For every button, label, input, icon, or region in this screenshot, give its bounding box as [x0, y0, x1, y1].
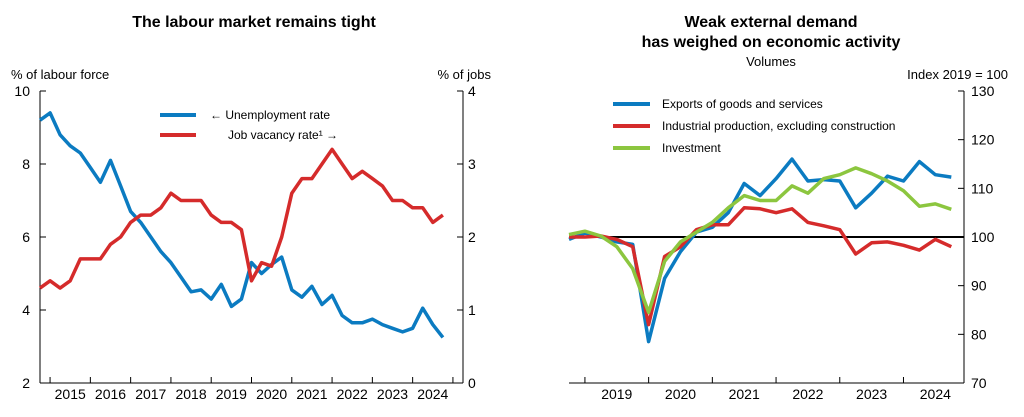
left-chart-x-tick-label: 2020: [256, 386, 287, 402]
right-chart-x-tick-label: 2022: [792, 386, 823, 402]
left-chart-x-tick-label: 2019: [216, 386, 247, 402]
right-chart-subtitle: Volumes: [746, 54, 796, 69]
left-chart-x-tick-label: 2023: [377, 386, 408, 402]
left-chart-x-tick-label: 2024: [417, 386, 448, 402]
right-chart-x-tick-label: 2023: [856, 386, 887, 402]
right-legend-label: Industrial production, excluding constru…: [662, 119, 895, 133]
right-chart-series-line-exports: [568, 157, 952, 344]
right-chart: 130 120 110 100 90 80 70 2019 2020 2021 2022 2023 20…: [568, 83, 995, 402]
left-chart-x-tick-label: 2018: [175, 386, 206, 402]
right-chart-title-line1: Weak external demand: [684, 14, 857, 31]
left-chart-x-tick-label: 2021: [296, 386, 327, 402]
right-legend-label: Investment: [662, 141, 721, 155]
left-chart-series-line-unemployment: [38, 111, 445, 339]
right-chart-title-line2: has weighed on economic activity: [642, 34, 901, 51]
right-chart-axis-label: Index 2019 = 100: [907, 67, 1008, 82]
right-chart-y-tick-label: 120: [971, 132, 995, 148]
right-chart-x-tick-label: 2024: [920, 386, 951, 402]
left-chart-y2-tick-label: 1: [468, 302, 476, 318]
right-chart-y-tick-label: 110: [971, 180, 994, 196]
left-chart-y2-tick-label: 0: [468, 375, 476, 391]
right-axis-label: % of jobs: [438, 67, 492, 82]
left-chart-x-tick-label: 2017: [135, 386, 166, 402]
left-chart-title: The labour market remains tight: [132, 14, 376, 31]
right-chart-y-tick-label: 80: [971, 326, 987, 342]
left-chart-y-tick-label: 2: [22, 375, 30, 391]
left-chart-y-tick-label: 4: [22, 302, 30, 318]
left-chart-y2-tick-label: 2: [468, 229, 476, 245]
left-chart-y2-tick-label: 3: [468, 156, 476, 172]
right-chart-y-tick-label: 130: [971, 83, 995, 99]
left-chart-x-tick-label: 2016: [95, 386, 126, 402]
right-chart-series-line-industrial-production: [569, 206, 953, 327]
left-legend-label: ← Unemployment rate: [210, 108, 330, 122]
left-chart-x-tick-label: 2015: [55, 386, 86, 402]
left-chart-y-tick-label: 10: [14, 83, 30, 99]
right-chart-x-tick-label: 2020: [665, 386, 696, 402]
right-chart-x-tick-label: 2021: [729, 386, 760, 402]
left-chart-y-tick-label: 8: [22, 156, 30, 172]
left-chart-y2-tick-label: 4: [468, 83, 476, 99]
left-chart-y-tick-label: 6: [22, 229, 30, 245]
right-chart-x-tick-label: 2019: [601, 386, 632, 402]
left-axis-label: % of labour force: [11, 67, 109, 82]
left-legend-label: Job vacancy rate¹ →: [228, 128, 338, 142]
right-chart-y-tick-label: 90: [971, 278, 987, 294]
right-chart-y-tick-label: 100: [971, 229, 995, 245]
right-chart-y-tick-label: 70: [971, 375, 987, 391]
right-legend-label: Exports of goods and services: [662, 97, 823, 111]
left-chart-series-line-vacancy: [38, 147, 444, 290]
right-chart-series-line-investment: [568, 166, 952, 315]
left-chart-x-tick-label: 2022: [337, 386, 368, 402]
